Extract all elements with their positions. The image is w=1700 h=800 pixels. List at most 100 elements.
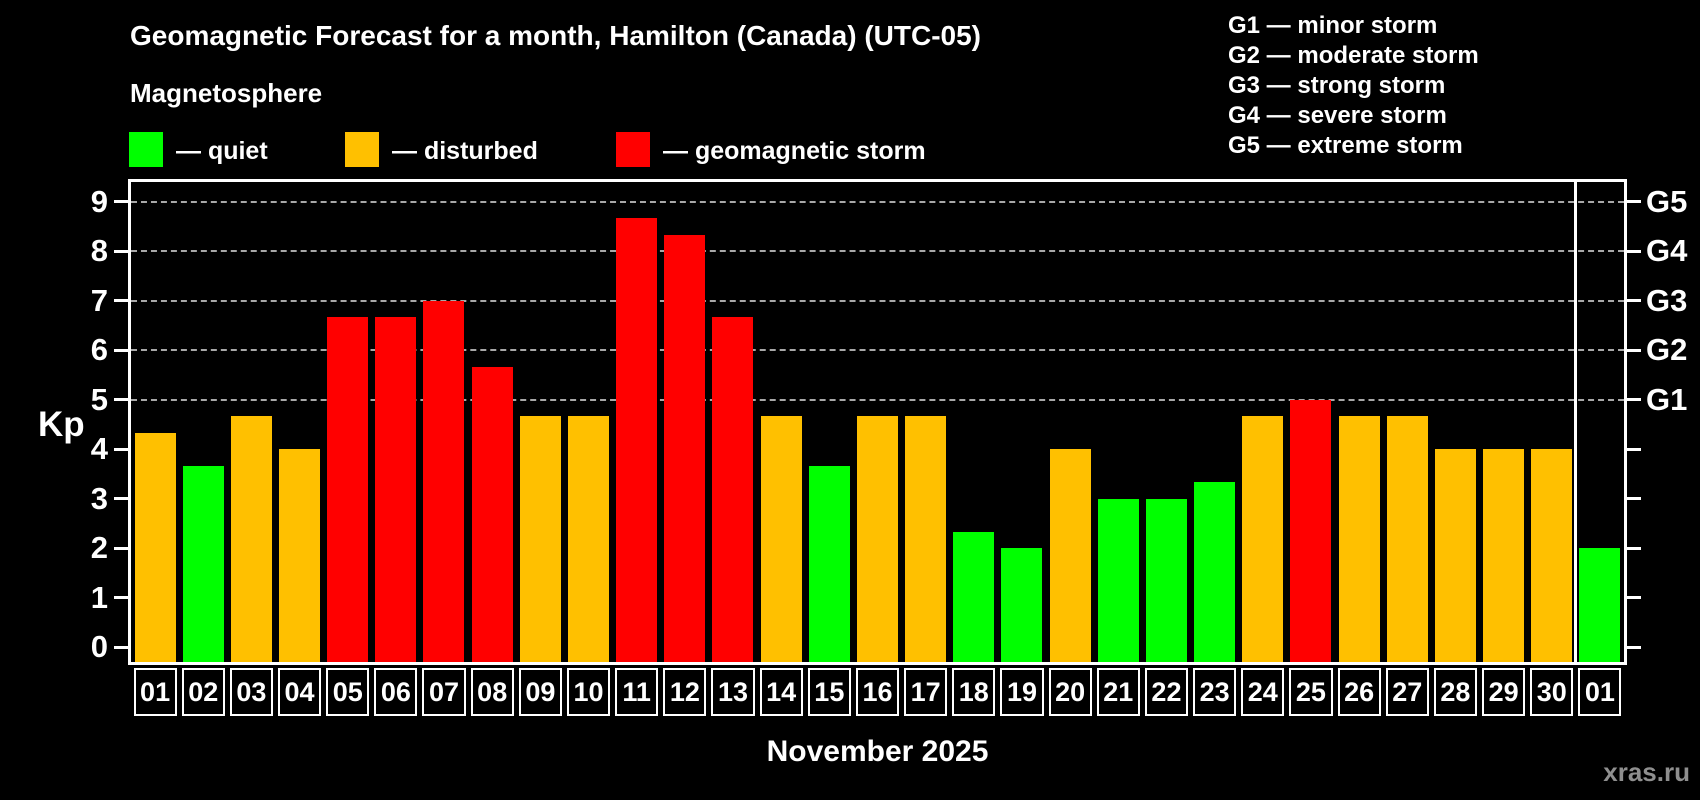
chart-subtitle: Magnetosphere (130, 78, 323, 108)
kp-bar-day-17 (905, 416, 947, 662)
disturbed-legend-swatch (345, 132, 379, 167)
y-axis-tick-left-2 (114, 546, 128, 550)
kp-bar-day-13 (712, 317, 754, 662)
day-label-12: 12 (663, 668, 707, 716)
g-scale-legend-line: G2 — moderate storm (1228, 42, 1479, 69)
month-separator-line (1573, 182, 1577, 662)
y-axis-tick-right-1 (1627, 596, 1641, 600)
y-axis-title: Kp (38, 405, 85, 444)
y-axis-label-8: 8 (90, 233, 108, 269)
day-label-19: 19 (1000, 668, 1044, 716)
day-label-16: 16 (855, 668, 900, 716)
day-label-27: 27 (1385, 668, 1429, 716)
kp-bar-day-12 (664, 234, 706, 662)
day-label-24: 24 (1241, 668, 1285, 716)
day-label-23: 23 (1193, 668, 1237, 716)
y-axis-tick-left-3 (114, 497, 128, 501)
day-label-20: 20 (1048, 668, 1092, 716)
y-axis-label-7: 7 (90, 282, 108, 318)
day-label-17: 17 (904, 668, 948, 716)
storm-legend-swatch (616, 132, 650, 167)
kp-bar-day-01 (1579, 548, 1621, 662)
day-label-13: 13 (711, 668, 755, 716)
y-axis-tick-right-6 (1627, 348, 1641, 352)
y-axis-tick-left-5 (114, 398, 128, 402)
day-label-18: 18 (952, 668, 996, 716)
day-label-30: 30 (1530, 668, 1574, 716)
kp-bar-day-06 (375, 317, 417, 662)
g-axis-label-G4: G4 (1646, 233, 1688, 269)
y-axis-tick-left-8 (114, 249, 128, 253)
kp-bar-day-18 (953, 531, 995, 662)
disturbed-legend-label: — disturbed (392, 137, 538, 165)
quiet-legend-label: — quiet (176, 137, 268, 165)
kp-bar-day-14 (760, 416, 802, 662)
day-label-21: 21 (1096, 668, 1140, 716)
day-label-26: 26 (1337, 668, 1381, 716)
y-axis-tick-right-5 (1627, 398, 1641, 402)
y-axis-label-1: 1 (90, 579, 108, 615)
gridline-kp7 (131, 299, 1624, 302)
day-label-14: 14 (759, 668, 803, 716)
y-axis-tick-right-9 (1627, 200, 1641, 204)
y-axis-label-3: 3 (90, 480, 108, 516)
day-label-10: 10 (566, 668, 611, 716)
kp-bar-day-16 (856, 416, 898, 662)
g-axis-label-G3: G3 (1646, 282, 1688, 318)
kp-bar-day-22 (1145, 498, 1187, 662)
y-axis-label-0: 0 (90, 629, 108, 665)
y-axis-tick-right-0 (1627, 645, 1641, 649)
kp-bar-day-03 (230, 416, 272, 662)
day-label-29: 29 (1482, 668, 1526, 716)
kp-bar-day-10 (567, 416, 609, 662)
kp-bar-day-04 (278, 449, 320, 662)
gridline-kp5 (131, 398, 1624, 401)
kp-bar-day-30 (1531, 449, 1573, 662)
chart-title: Geomagnetic Forecast for a month, Hamilt… (130, 20, 981, 51)
x-axis-title: November 2025 (766, 735, 989, 768)
g-axis-label-G2: G2 (1646, 332, 1688, 368)
gridline-kp9 (131, 200, 1624, 203)
y-axis-tick-left-6 (114, 348, 128, 352)
kp-bar-day-01 (134, 432, 176, 662)
kp-bar-day-21 (1097, 498, 1139, 662)
gridline-kp6 (131, 349, 1624, 352)
y-axis-tick-right-4 (1627, 447, 1641, 451)
gridline-kp8 (131, 250, 1624, 253)
y-axis-tick-left-9 (114, 200, 128, 204)
kp-bar-day-15 (808, 465, 850, 662)
y-axis-tick-left-4 (114, 447, 128, 451)
day-label-08: 08 (470, 668, 514, 716)
day-label-22: 22 (1144, 668, 1189, 716)
day-label-28: 28 (1433, 668, 1477, 716)
y-axis-label-6: 6 (90, 332, 108, 368)
y-axis-tick-right-2 (1627, 546, 1641, 550)
quiet-legend-swatch (129, 132, 163, 167)
day-label-25: 25 (1289, 668, 1333, 716)
day-label-11: 11 (615, 668, 659, 716)
kp-bar-day-20 (1049, 449, 1091, 662)
kp-bar-day-05 (327, 317, 369, 662)
g-axis-label-G5: G5 (1646, 183, 1688, 219)
day-label-06: 06 (374, 668, 418, 716)
kp-bar-day-02 (182, 465, 224, 662)
day-label-05: 05 (326, 668, 370, 716)
y-axis-tick-left-0 (114, 645, 128, 649)
y-axis-label-5: 5 (90, 381, 108, 417)
y-axis-label-4: 4 (90, 431, 108, 467)
y-axis-tick-left-1 (114, 596, 128, 600)
kp-bar-day-28 (1434, 449, 1476, 662)
kp-bar-day-23 (1194, 482, 1236, 662)
day-label-15: 15 (807, 668, 851, 716)
watermark: xras.ru (1603, 757, 1690, 787)
kp-bar-day-27 (1386, 416, 1428, 662)
kp-bar-day-19 (1001, 548, 1043, 662)
y-axis-label-9: 9 (90, 183, 108, 219)
g-axis-label-G1: G1 (1646, 381, 1688, 417)
y-axis-label-2: 2 (90, 530, 108, 566)
y-axis-tick-right-3 (1627, 497, 1641, 501)
storm-legend-label: — geomagnetic storm (663, 137, 926, 165)
day-label-04: 04 (277, 668, 322, 716)
day-label-02: 02 (181, 668, 225, 716)
